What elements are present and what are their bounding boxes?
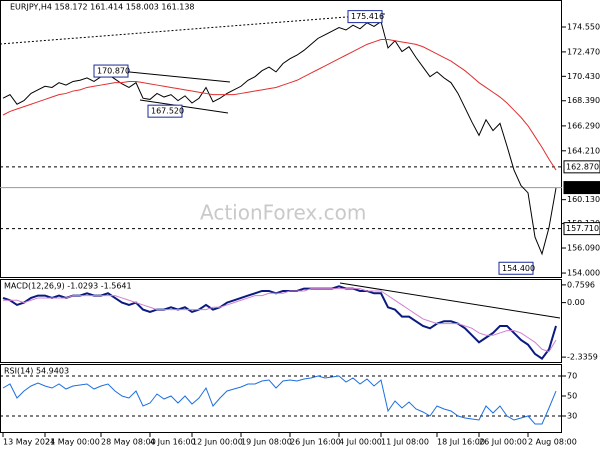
- watermark: ActionForex.com: [200, 201, 366, 225]
- y-tick-label: 172.470: [567, 47, 600, 56]
- y-tick-label: 174.550: [567, 22, 600, 31]
- level-box: [563, 181, 600, 195]
- channel-line: [139, 99, 229, 114]
- annotation-label: 154.400: [502, 264, 535, 273]
- y-tick-label: 0.7596: [567, 280, 595, 289]
- drawn-trendlines: [0, 13, 561, 319]
- macd-frame: [0, 279, 562, 363]
- x-tick-label: 4 Jul 00:00: [339, 438, 382, 447]
- y-tick-label: 50: [567, 392, 577, 401]
- y-tick-label: 0.00: [567, 298, 585, 307]
- x-tick-label: 4 Jun 16:00: [150, 438, 196, 447]
- x-tick-label: 2 Aug 08:00: [528, 438, 577, 447]
- price-frame: [0, 0, 562, 278]
- rsi-frame: [0, 364, 562, 433]
- x-tick-label: 12 Jun 00:00: [192, 438, 243, 447]
- channel-line: [109, 69, 231, 83]
- y-tick-label: -2.3359: [567, 353, 598, 362]
- y-tick-label: 70: [567, 372, 577, 381]
- series-line: [2, 375, 557, 425]
- level-box: [563, 222, 600, 236]
- y-tick-label: 168.390: [567, 96, 600, 105]
- y-tick-label: 170.430: [567, 72, 600, 81]
- level-box: [563, 160, 600, 174]
- x-tick-label: 11 Jul 08:00: [381, 438, 429, 447]
- macd-title: MACD(12,26,9) -1.0293 -1.5641: [4, 282, 132, 291]
- macd-trendline: [339, 282, 561, 319]
- rsi-title: RSI(14) 54.9403: [4, 367, 69, 376]
- series-line: [3, 288, 557, 353]
- annotation-box: [93, 64, 129, 78]
- annotation-box: [347, 10, 383, 24]
- level-label: 157.710: [566, 224, 599, 233]
- y-tick-label: 156.090: [567, 244, 600, 253]
- level-label: 162.870: [566, 162, 599, 171]
- annotation-box: [498, 261, 534, 275]
- annotation-box: [147, 104, 183, 118]
- annotation-label: 170.870: [97, 67, 130, 76]
- y-tick-label: 160.130: [567, 195, 600, 204]
- level-label: 161.138: [566, 183, 599, 192]
- y-tick-label: 164.210: [567, 146, 600, 155]
- series-line: [2, 20, 557, 256]
- annotation-label: 167.520: [151, 107, 184, 116]
- x-tick-label: 21 May 00:00: [45, 438, 100, 447]
- y-tick-label: 166.290: [567, 121, 600, 130]
- x-tick-label: 19 Jun 08:00: [241, 438, 292, 447]
- chart-title: EURJPY,H4 158.172 161.414 158.003 161.13…: [10, 3, 195, 12]
- x-tick-label: 18 Jul 16:00: [437, 438, 485, 447]
- x-tick-label: 28 May 08:00: [101, 438, 156, 447]
- annotation-label: 175.416: [351, 12, 384, 21]
- series-line: [2, 39, 557, 171]
- y-tick-label: 154.000: [567, 269, 600, 278]
- x-tick-label: 26 Jun 16:00: [290, 438, 341, 447]
- y-tick-label: 30: [567, 412, 577, 421]
- x-tick-label: 13 May 2024: [3, 438, 55, 447]
- trendline: [0, 13, 386, 45]
- frames: [0, 0, 562, 433]
- x-tick-label: 26 Jul 00:00: [479, 438, 527, 447]
